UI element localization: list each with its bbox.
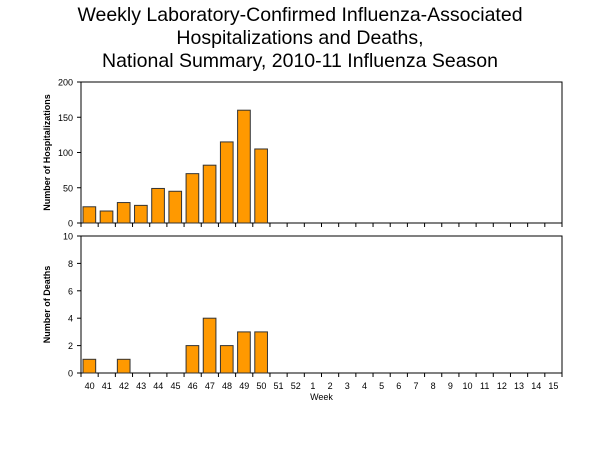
x-tick-label: 6	[396, 381, 401, 391]
y-tick-label: 150	[58, 113, 73, 123]
x-tick-label: 51	[274, 381, 284, 391]
bar-week-47-deaths	[202, 317, 217, 374]
x-tick-label: 50	[256, 381, 266, 391]
y-tick-label: 10	[63, 232, 73, 242]
y-tick-label: 100	[58, 148, 73, 158]
x-tick-label: 46	[188, 381, 198, 391]
y-tick-label: 0	[68, 219, 73, 229]
bar-week-46-hosp	[185, 173, 200, 224]
bar-week-46-deaths	[185, 345, 200, 374]
bar-week-49-hosp	[237, 109, 251, 224]
x-tick-label: 42	[119, 381, 129, 391]
bar-week-50-deaths	[254, 331, 268, 374]
x-tick-label: 44	[153, 381, 163, 391]
bar-week-43-hosp	[134, 204, 148, 224]
bar-week-40-hosp	[82, 206, 97, 224]
x-tick-label: 41	[102, 381, 112, 391]
bar-week-48-hosp	[219, 141, 234, 224]
x-tick-label: 5	[379, 381, 384, 391]
x-tick-label: 10	[463, 381, 473, 391]
y-tick-label: 8	[68, 259, 73, 269]
y-tick-label: 2	[68, 341, 73, 351]
y-tick-label: 200	[58, 78, 73, 88]
y-tick-label: 4	[68, 314, 73, 324]
bar-week-44-hosp	[151, 187, 165, 224]
bar-week-42-deaths	[116, 358, 131, 374]
bar-week-40-deaths	[82, 358, 97, 374]
x-tick-label: 2	[328, 381, 333, 391]
title-line-2: Hospitalizations and Deaths,	[176, 27, 424, 49]
x-tick-label: 3	[345, 381, 350, 391]
x-tick-label: 1	[310, 381, 315, 391]
x-tick-label: 8	[431, 381, 436, 391]
x-tick-label: 13	[514, 381, 524, 391]
x-tick-label: 40	[85, 381, 95, 391]
title-line-1: Weekly Laboratory-Confirmed Influenza-As…	[77, 4, 523, 26]
plot-area-1	[80, 235, 563, 374]
x-tick-label: 4	[362, 381, 367, 391]
bar-week-48-deaths	[219, 345, 234, 374]
bar-week-41-hosp	[99, 210, 114, 224]
bar-week-49-deaths	[237, 331, 251, 374]
x-tick-label: 12	[497, 381, 507, 391]
x-tick-label: 15	[548, 381, 558, 391]
x-tick-label: 45	[170, 381, 180, 391]
bar-week-50-hosp	[254, 148, 268, 224]
x-tick-label: 52	[291, 381, 301, 391]
x-tick-label: 43	[136, 381, 146, 391]
y-axis-label-0: Number of Hospitalizations	[42, 94, 52, 211]
chart-title: Weekly Laboratory-Confirmed Influenza-As…	[0, 4, 600, 73]
bar-week-45-hosp	[168, 190, 183, 224]
title-line-3: National Summary, 2010-11 Influenza Seas…	[101, 50, 498, 72]
y-tick-label: 0	[68, 369, 73, 379]
x-tick-label: 11	[480, 381, 489, 391]
x-tick-label: 49	[239, 381, 249, 391]
x-tick-label: 47	[205, 381, 215, 391]
x-tick-label: 9	[448, 381, 453, 391]
x-axis-label: Week	[310, 392, 333, 402]
y-tick-label: 6	[68, 286, 73, 296]
bar-week-42-hosp	[116, 202, 131, 224]
x-tick-label: 48	[222, 381, 232, 391]
x-tick-label: 7	[413, 381, 418, 391]
x-tick-label: 14	[531, 381, 541, 391]
y-axis-label-1: Number of Deaths	[42, 266, 52, 344]
y-tick-label: 50	[63, 183, 73, 193]
bar-week-47-hosp	[202, 164, 217, 224]
